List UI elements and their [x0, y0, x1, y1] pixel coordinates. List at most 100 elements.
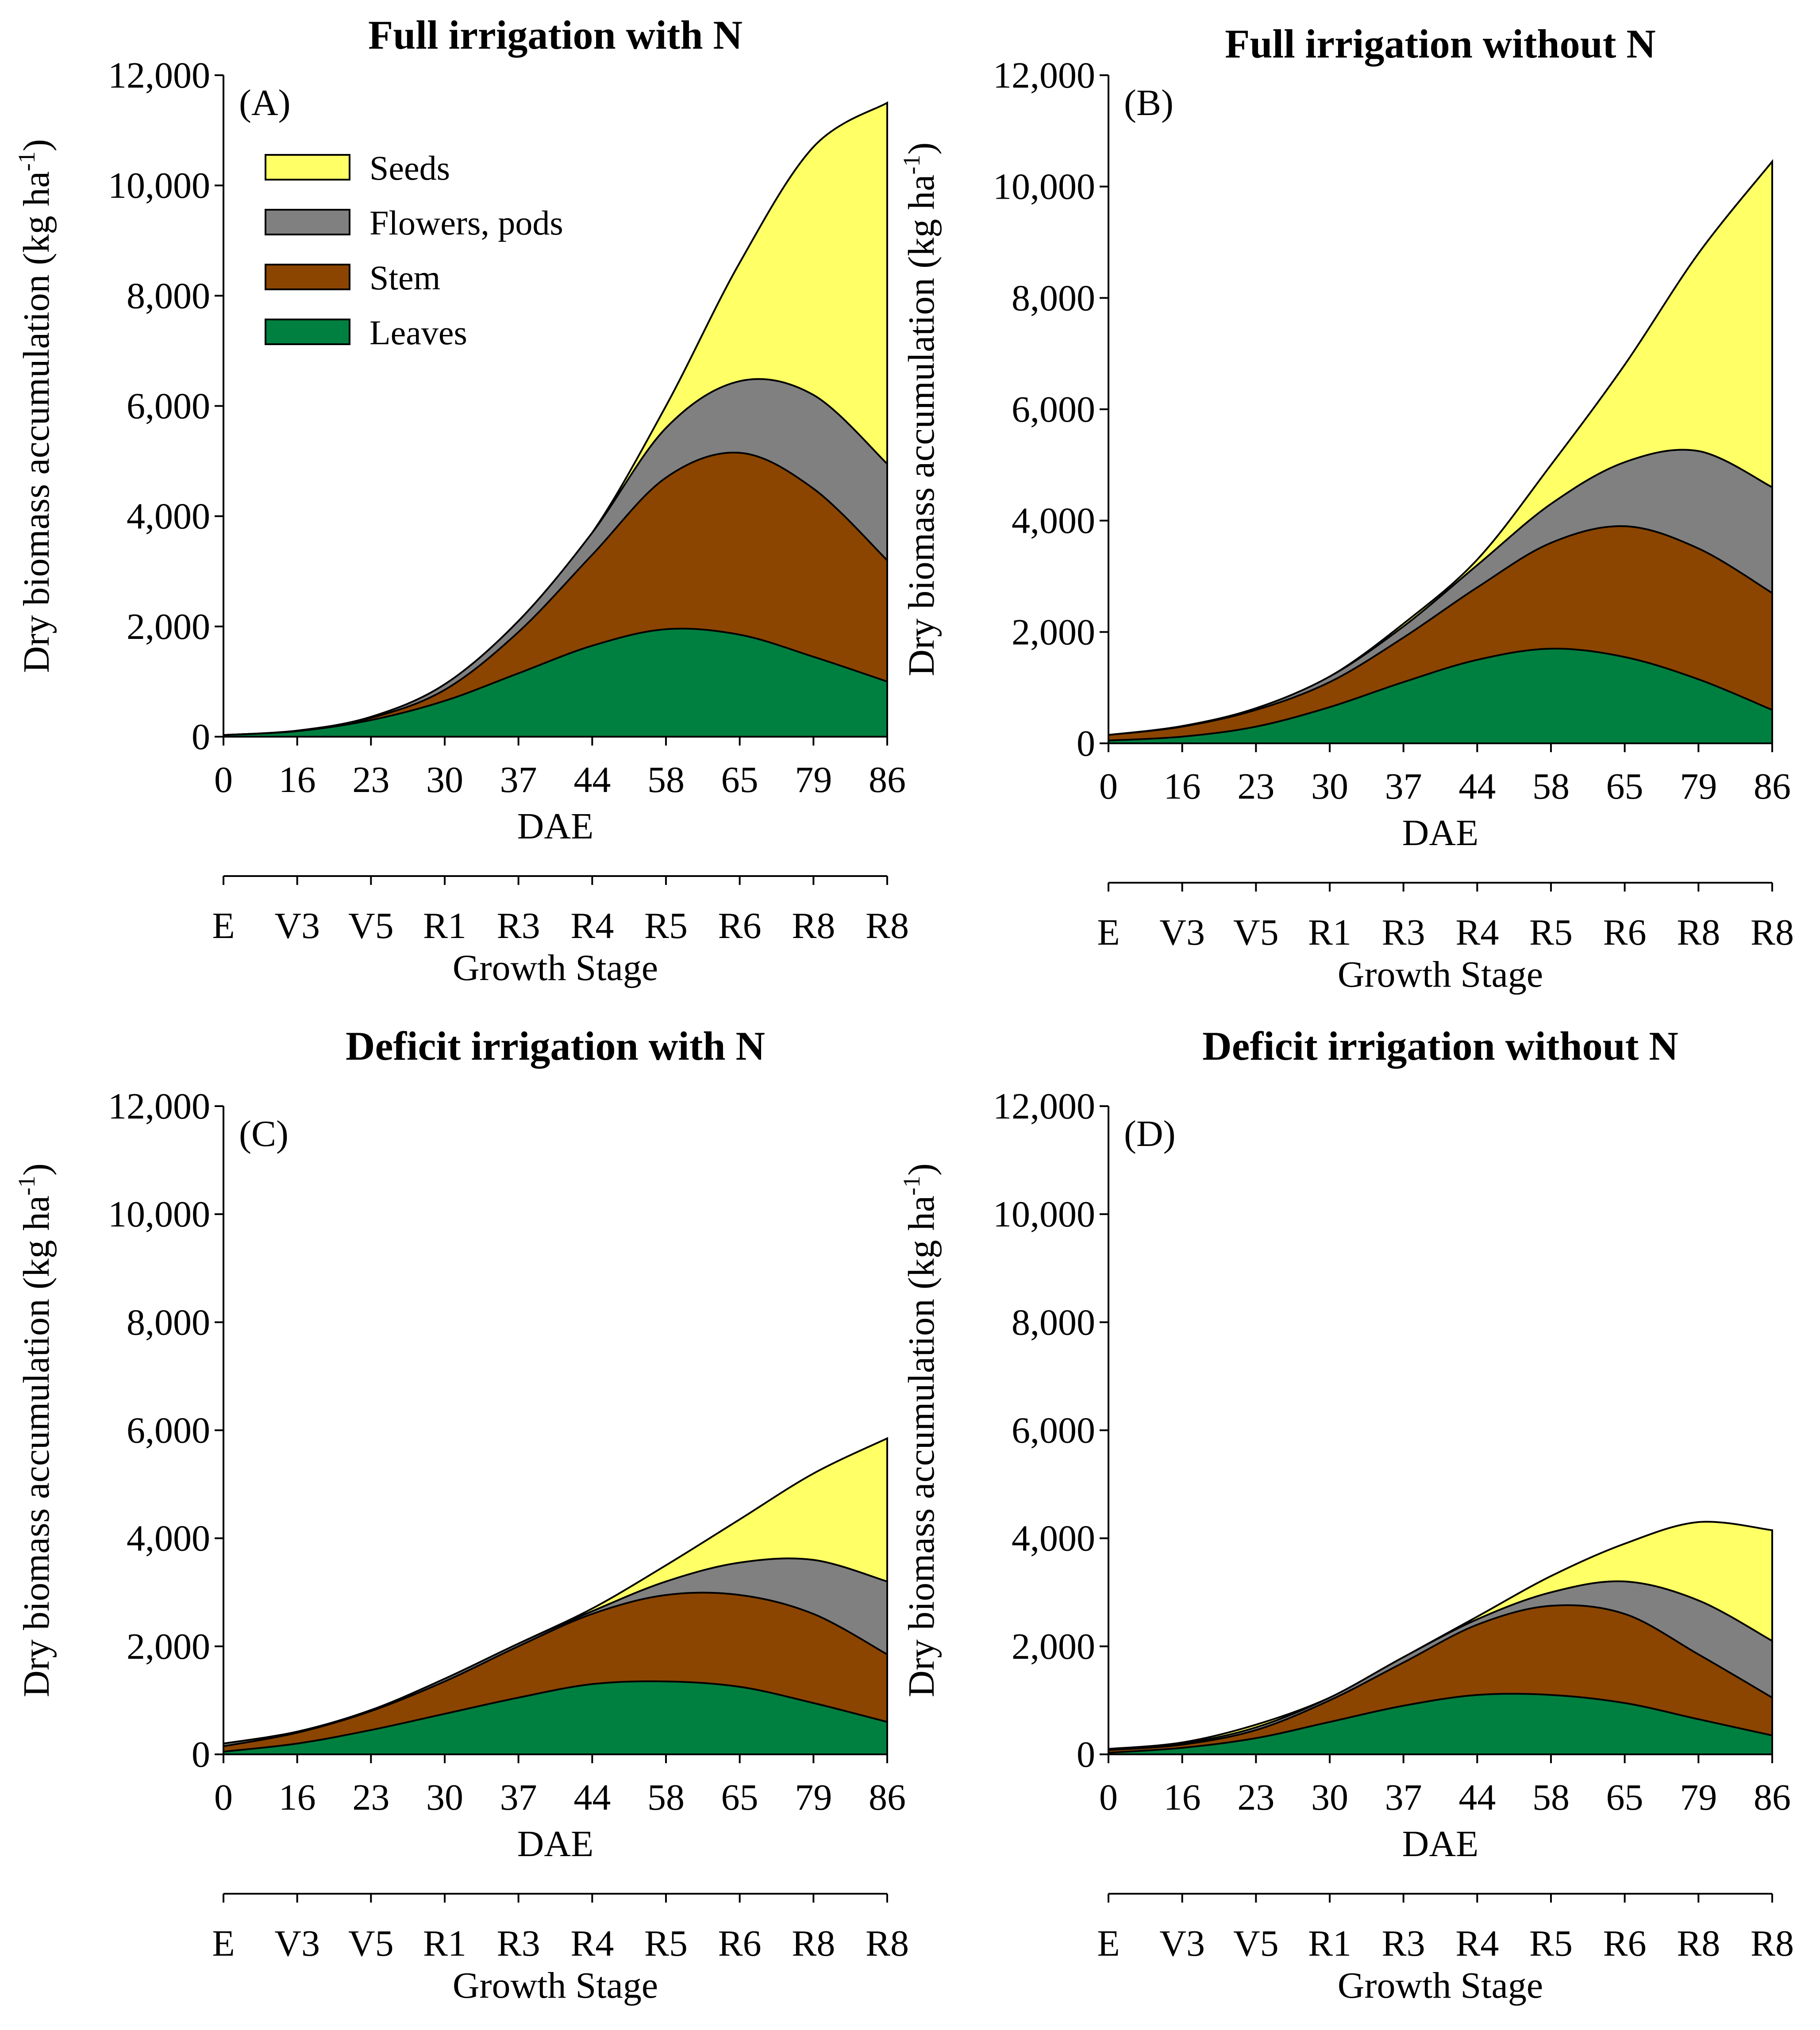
legend-label-stem: Stem [369, 258, 440, 297]
growth-stage-tick-label: E [1097, 912, 1120, 953]
growth-stage-tick-label: V5 [1233, 912, 1279, 953]
growth-stage-tick-label: R5 [1529, 1923, 1573, 1964]
x-tick-label: 37 [1385, 766, 1422, 807]
legend-swatch-stem [265, 264, 350, 290]
growth-stage-tick-label: R4 [570, 905, 614, 946]
legend-swatch-seeds [265, 154, 350, 181]
x-tick-label: 58 [1532, 1777, 1570, 1818]
x-tick-label: 23 [1237, 1777, 1274, 1818]
growth-stage-tick-label: R5 [644, 1923, 688, 1964]
x-axis-label: DAE [1402, 1823, 1479, 1865]
growth-stage-tick-label: V3 [1159, 912, 1205, 953]
x-tick-label: 58 [647, 759, 685, 800]
y-tick-label: 10,000 [993, 1194, 1095, 1235]
x-tick-label: 30 [426, 759, 463, 800]
y-tick-label: 4,000 [127, 496, 210, 537]
x-tick-label: 23 [352, 759, 389, 800]
growth-stage-tick-label: V3 [274, 1923, 320, 1964]
panel-label: (C) [239, 1113, 289, 1154]
area-leaves [223, 1680, 888, 1755]
x-tick-label: 86 [869, 759, 906, 800]
x-tick-label: 0 [214, 759, 233, 800]
x-tick-label: 23 [352, 1777, 389, 1818]
growth-stage-tick-label: R6 [718, 905, 762, 946]
x-tick-label: 58 [647, 1777, 685, 1818]
x-tick-label: 0 [214, 1777, 233, 1818]
growth-stage-tick-label: R8 [866, 1923, 909, 1964]
growth-stage-tick-label: E [1097, 1923, 1120, 1964]
chart-title: Full irrigation without N [1225, 21, 1656, 66]
growth-stage-axis-label: Growth Stage [1338, 954, 1543, 995]
y-tick-label: 12,000 [993, 1086, 1095, 1127]
growth-stage-tick-label: V5 [348, 1923, 394, 1964]
growth-stage-tick-label: R1 [1308, 912, 1351, 953]
y-tick-label: 8,000 [127, 1302, 210, 1343]
y-tick-label: 2,000 [1012, 611, 1095, 653]
chart-panel-c: Deficit irrigation with N 0 2,000 4,000 6,00… [13, 1023, 909, 2006]
growth-stage-tick-label: R3 [1382, 912, 1425, 953]
growth-stage-tick-label: R5 [1529, 912, 1573, 953]
x-tick-label: 30 [1311, 766, 1348, 807]
growth-stage-tick-label: R8 [1751, 1923, 1794, 1964]
growth-stage-tick-label: R6 [1603, 1923, 1647, 1964]
y-tick-label: 10,000 [108, 1194, 210, 1235]
y-tick-label: 4,000 [1012, 500, 1095, 542]
x-tick-label: 16 [1164, 766, 1201, 807]
growth-stage-tick-label: R6 [718, 1923, 762, 1964]
panel-label: (B) [1124, 82, 1174, 123]
panel-label: (D) [1124, 1113, 1176, 1154]
growth-stage-tick-label: R8 [866, 905, 909, 946]
growth-stage-tick-label: R5 [644, 905, 688, 946]
y-axis-label: Dry biomass accumulation (kg ha-1) [13, 139, 57, 673]
y-tick-label: 2,000 [1012, 1626, 1095, 1667]
growth-stage-tick-label: R8 [1677, 912, 1720, 953]
x-tick-label: 44 [573, 1777, 611, 1818]
chart-title: Deficit irrigation without N [1202, 1023, 1678, 1069]
legend-swatch-leaves [265, 319, 350, 345]
legend-label-seeds: Seeds [369, 149, 450, 187]
y-tick-label: 6,000 [1012, 1410, 1095, 1451]
x-tick-label: 86 [869, 1777, 906, 1818]
y-tick-label: 0 [192, 1734, 210, 1775]
x-tick-label: 30 [426, 1777, 463, 1818]
y-tick-label: 4,000 [127, 1518, 210, 1559]
y-tick-label: 6,000 [127, 1410, 210, 1451]
chart-panel-a: Full irrigation with N 0 2,000 4,000 6,000 8,… [13, 12, 909, 988]
chart-panel-d: Deficit irrigation without N 0 2,000 4,000 6… [898, 1023, 1794, 2006]
y-tick-label: 12,000 [108, 55, 210, 96]
x-tick-label: 86 [1754, 766, 1791, 807]
growth-stage-tick-label: R1 [1308, 1923, 1351, 1964]
x-tick-label: 37 [500, 1777, 537, 1818]
x-axis-label: DAE [1402, 812, 1479, 854]
growth-stage-tick-label: R8 [792, 905, 835, 946]
y-tick-label: 0 [1077, 1734, 1095, 1775]
x-tick-label: 37 [500, 759, 537, 800]
chart-panel-b: Full irrigation without N 0 2,000 4,000 6,00… [898, 21, 1794, 995]
x-tick-label: 79 [795, 1777, 832, 1818]
growth-stage-tick-label: R4 [570, 1923, 614, 1964]
growth-stage-tick-label: R6 [1603, 912, 1647, 953]
y-tick-label: 6,000 [1012, 389, 1095, 430]
y-axis-label: Dry biomass accumulation (kg ha-1) [898, 1163, 942, 1697]
growth-stage-tick-label: V5 [348, 905, 394, 946]
x-axis-label: DAE [517, 806, 594, 847]
growth-stage-tick-label: R8 [1677, 1923, 1720, 1964]
x-tick-label: 16 [279, 759, 316, 800]
x-tick-label: 79 [1680, 766, 1717, 807]
growth-stage-tick-label: V5 [1233, 1923, 1279, 1964]
growth-stage-tick-label: E [212, 1923, 235, 1964]
chart-title: Full irrigation with N [368, 12, 743, 58]
y-tick-label: 10,000 [993, 166, 1095, 208]
growth-stage-tick-label: R8 [1751, 912, 1794, 953]
x-tick-label: 65 [1606, 766, 1643, 807]
growth-stage-tick-label: R3 [497, 1923, 540, 1964]
y-tick-label: 6,000 [127, 386, 210, 427]
x-tick-label: 30 [1311, 1777, 1348, 1818]
growth-stage-tick-label: V3 [1159, 1923, 1205, 1964]
legend-label-leaves: Leaves [369, 313, 467, 352]
growth-stage-tick-label: R3 [497, 905, 540, 946]
x-tick-label: 79 [795, 759, 832, 800]
area-leaves [1108, 1693, 1773, 1755]
x-tick-label: 79 [1680, 1777, 1717, 1818]
legend-label-flowers-pods: Flowers, pods [369, 204, 563, 242]
